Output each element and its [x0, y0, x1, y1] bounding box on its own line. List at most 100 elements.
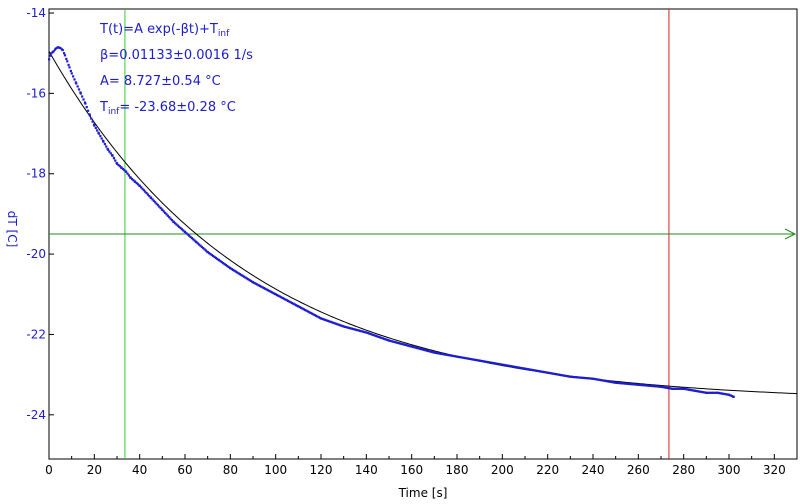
data-point — [414, 346, 417, 349]
data-point — [336, 323, 339, 326]
data-point — [464, 356, 467, 360]
data-point — [650, 384, 654, 388]
data-point — [353, 328, 356, 331]
data-points — [48, 46, 735, 398]
data-point — [111, 154, 114, 157]
data-point — [321, 317, 324, 321]
data-point — [165, 213, 168, 216]
data-point — [509, 365, 512, 368]
data-point — [348, 326, 351, 330]
data-point — [59, 46, 62, 50]
data-point — [601, 379, 604, 382]
data-point — [458, 356, 461, 359]
data-point — [304, 308, 307, 312]
data-point — [258, 284, 261, 288]
data-point — [532, 369, 535, 372]
data-point — [290, 301, 294, 305]
data-point — [431, 350, 434, 354]
data-point — [417, 347, 420, 350]
data-point — [689, 388, 692, 392]
data-point — [605, 380, 608, 383]
data-point — [180, 228, 184, 231]
data-point — [492, 361, 495, 365]
data-point — [412, 345, 415, 349]
data-point — [514, 365, 518, 369]
data-point — [552, 372, 555, 375]
data-point — [585, 377, 588, 380]
data-point — [533, 369, 536, 372]
data-point — [99, 134, 102, 138]
data-point — [182, 229, 185, 232]
data-point — [493, 362, 496, 365]
data-point — [328, 320, 331, 323]
data-point — [560, 374, 563, 377]
data-point — [97, 132, 101, 135]
data-point — [53, 48, 57, 51]
data-point — [641, 384, 644, 387]
data-point — [661, 385, 664, 389]
data-point — [513, 365, 516, 368]
data-point — [482, 360, 485, 363]
data-point — [497, 362, 500, 366]
data-point — [168, 216, 171, 219]
data-point — [494, 362, 498, 365]
data-point — [368, 332, 371, 335]
data-point — [162, 210, 165, 213]
data-point — [384, 338, 387, 341]
data-point — [678, 387, 681, 390]
data-point — [233, 269, 236, 272]
data-point — [260, 285, 263, 288]
data-point — [242, 275, 246, 278]
data-point — [684, 387, 687, 391]
data-point — [620, 382, 623, 385]
y-tick-label: -24 — [26, 408, 46, 422]
data-point — [612, 381, 615, 384]
data-point — [652, 385, 655, 388]
data-point — [150, 196, 153, 200]
data-point — [546, 371, 549, 374]
data-point — [342, 325, 345, 328]
data-point — [655, 385, 658, 388]
data-point — [121, 167, 125, 171]
data-point — [196, 242, 199, 245]
data-point — [232, 268, 235, 272]
data-point — [452, 354, 455, 358]
data-point — [172, 220, 175, 224]
data-point — [489, 361, 492, 364]
data-point — [713, 391, 716, 394]
data-point — [425, 349, 428, 352]
data-point — [618, 382, 621, 385]
data-point — [252, 281, 255, 284]
data-point — [229, 267, 232, 270]
data-point — [719, 392, 722, 395]
data-point — [114, 159, 117, 162]
data-point — [541, 370, 544, 373]
data-point — [76, 85, 79, 88]
data-point — [377, 335, 380, 338]
data-point — [504, 364, 507, 367]
data-point — [203, 248, 206, 251]
data-point — [333, 322, 336, 325]
data-point — [178, 225, 181, 228]
data-point — [306, 310, 310, 313]
data-point — [609, 380, 612, 383]
data-point — [530, 368, 533, 371]
data-point — [709, 391, 712, 394]
x-tick-label: 180 — [446, 463, 469, 477]
data-point — [179, 226, 182, 230]
data-point — [648, 384, 651, 387]
data-point — [572, 375, 575, 379]
data-point — [282, 297, 286, 300]
data-point — [708, 391, 711, 394]
data-point — [93, 124, 96, 127]
data-point — [699, 390, 702, 393]
data-point — [49, 54, 52, 57]
data-point — [125, 170, 128, 173]
data-point — [608, 380, 611, 383]
data-point — [82, 98, 85, 101]
data-point — [390, 340, 393, 343]
x-tick-label: 160 — [400, 463, 423, 477]
data-point — [109, 152, 112, 155]
data-point — [227, 265, 230, 269]
